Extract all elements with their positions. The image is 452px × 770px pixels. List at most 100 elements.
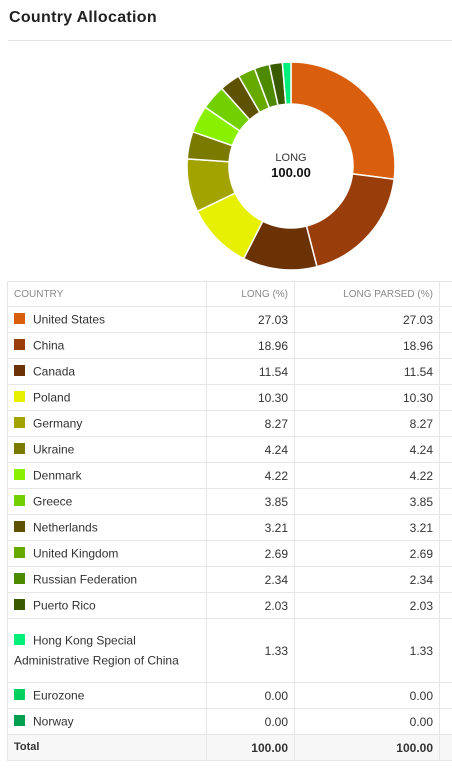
panel-title: Country Allocation [9,9,157,26]
long-value: 2.69 [206,540,295,567]
extra-cell [439,592,452,619]
country-cell: Russian Federation [7,566,207,593]
title-divider [8,40,452,41]
country-cell: Ukraine [7,436,207,463]
country-name: Canada [33,364,76,379]
long-value: 8.27 [206,410,295,437]
total-long: 100.00 [206,734,295,761]
table-row[interactable]: Norway 0.00 0.00 [7,708,452,735]
country-name: Greece [33,494,73,509]
table-row[interactable]: Eurozone 0.00 0.00 [7,682,452,709]
country-column-header[interactable]: COUNTRY [7,281,207,307]
long-value: 0.00 [206,708,295,735]
country-name: China [33,338,65,353]
legend-swatch [14,494,25,506]
long-value: 10.30 [206,384,295,411]
long-value: 2.34 [206,566,295,593]
country-name: Poland [33,390,71,405]
total-label: Total [7,734,207,761]
long-value: 1.33 [206,618,295,683]
table-row[interactable]: Russian Federation 2.34 2.34 [7,566,452,593]
table-header-row: COUNTRY LONG (%) LONG PARSED (%) [7,281,452,307]
extra-cell [439,384,452,411]
country-name: Russian Federation [33,572,138,587]
country-cell: Greece [7,488,207,515]
donut-slice-china[interactable] [305,173,395,268]
country-cell: Puerto Rico [7,592,207,619]
long-parsed-value: 27.03 [294,306,440,333]
table-row[interactable]: China 18.96 18.96 [7,332,452,359]
table-row[interactable]: Puerto Rico 2.03 2.03 [7,592,452,619]
country-name: Denmark [33,468,82,483]
country-cell: Denmark [7,462,207,489]
extra-cell [439,410,452,437]
extra-cell [439,306,452,333]
country-name: Ukraine [33,442,75,457]
extra-cell [439,682,452,709]
total-extra-cell [439,734,452,761]
country-name: Netherlands [33,520,98,535]
legend-swatch [14,312,25,324]
country-name: United Kingdom [33,546,119,561]
long-parsed-value: 10.30 [294,384,440,411]
legend-swatch [14,338,25,350]
country-cell: Netherlands [7,514,207,541]
long-value: 27.03 [206,306,295,333]
long-parsed-value: 2.34 [294,566,440,593]
extra-cell [439,618,452,683]
extra-column-header [439,281,452,307]
table-row[interactable]: United Kingdom 2.69 2.69 [7,540,452,567]
long-parsed-value: 0.00 [294,682,440,709]
legend-swatch [14,572,25,584]
long-parsed-value: 1.33 [294,618,440,683]
extra-cell [439,332,452,359]
legend-swatch [14,714,25,726]
table-row[interactable]: Hong Kong Special Administrative Region … [7,618,452,683]
long-parsed-value: 3.85 [294,488,440,515]
allocation-donut-chart: LONG 100.00 [184,59,398,273]
long-parsed-column-header[interactable]: LONG PARSED (%) [294,281,440,307]
country-cell: Eurozone [7,682,207,709]
country-name: Germany [33,416,83,431]
table-row[interactable]: United States 27.03 27.03 [7,306,452,333]
donut-slice-hong-kong-special-administrative-region-of-china[interactable] [281,61,292,106]
country-name: Eurozone [33,688,85,703]
country-cell: Poland [7,384,207,411]
legend-swatch [14,416,25,428]
table-row[interactable]: Poland 10.30 10.30 [7,384,452,411]
donut-svg [186,61,396,271]
table-row[interactable]: Denmark 4.22 4.22 [7,462,452,489]
country-cell: Norway [7,708,207,735]
country-cell: China [7,332,207,359]
long-parsed-value: 2.03 [294,592,440,619]
country-name: Norway [33,714,74,729]
table-row[interactable]: Ukraine 4.24 4.24 [7,436,452,463]
table-row[interactable]: Canada 11.54 11.54 [7,358,452,385]
long-value: 4.24 [206,436,295,463]
long-parsed-value: 18.96 [294,332,440,359]
extra-cell [439,462,452,489]
legend-swatch [14,442,25,454]
country-cell: Germany [7,410,207,437]
table-row[interactable]: Netherlands 3.21 3.21 [7,514,452,541]
donut-slice-united-states[interactable] [290,61,396,181]
legend-swatch [14,468,25,480]
legend-swatch [14,688,25,700]
extra-cell [439,488,452,515]
long-value: 2.03 [206,592,295,619]
extra-cell [439,436,452,463]
total-long-parsed: 100.00 [294,734,440,761]
long-value: 3.85 [206,488,295,515]
long-parsed-value: 11.54 [294,358,440,385]
country-cell: United Kingdom [7,540,207,567]
extra-cell [439,514,452,541]
table-row[interactable]: Germany 8.27 8.27 [7,410,452,437]
long-column-header[interactable]: LONG (%) [206,281,295,307]
extra-cell [439,358,452,385]
long-parsed-value: 2.69 [294,540,440,567]
table-row[interactable]: Greece 3.85 3.85 [7,488,452,515]
legend-swatch [14,634,25,646]
long-value: 3.21 [206,514,295,541]
long-value: 11.54 [206,358,295,385]
country-name: Puerto Rico [33,598,96,613]
